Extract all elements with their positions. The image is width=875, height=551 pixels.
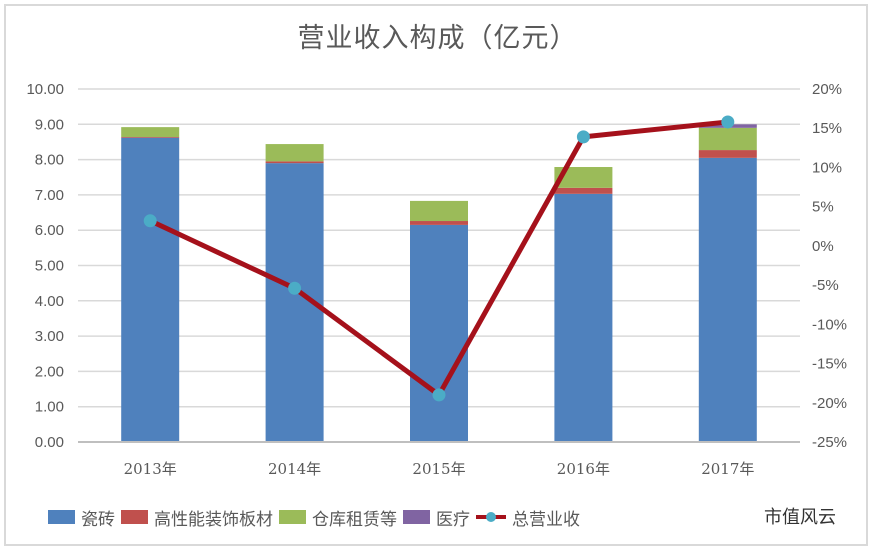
legend: 瓷砖 高性能装饰板材 仓库租赁等 医疗 总营业收 xyxy=(48,505,586,530)
y2-axis-tick: -10% xyxy=(812,316,847,333)
y-axis-tick: 6.00 xyxy=(35,222,64,239)
legend-label: 仓库租赁等 xyxy=(312,509,397,530)
bar-segment[interactable] xyxy=(698,150,757,158)
bar-segment[interactable] xyxy=(410,221,468,225)
bar-segment[interactable] xyxy=(698,127,757,151)
y-axis-tick: 8.00 xyxy=(35,152,64,169)
y-axis-tick: 3.00 xyxy=(35,328,64,345)
legend-item-ceramic-tile[interactable]: 瓷砖 xyxy=(48,505,115,530)
legend-swatch-green-icon xyxy=(279,510,306,524)
growth-marker[interactable] xyxy=(288,281,302,295)
chart-title: 营业收入构成（亿元） xyxy=(297,23,578,54)
growth-marker[interactable] xyxy=(143,214,157,228)
legend-swatch-purple-icon xyxy=(403,510,430,524)
bar-segment[interactable] xyxy=(410,200,468,222)
growth-marker[interactable] xyxy=(432,388,446,402)
growth-marker[interactable] xyxy=(576,130,590,144)
y2-axis-tick: -25% xyxy=(812,434,847,451)
bar-segment[interactable] xyxy=(554,187,613,194)
y-axis-tick: 1.00 xyxy=(35,399,64,416)
legend-item-medical[interactable]: 医疗 xyxy=(403,505,470,530)
bar-segment[interactable] xyxy=(698,157,757,442)
y-axis-tick: 9.00 xyxy=(35,116,64,133)
bar-segment[interactable] xyxy=(265,144,324,162)
y2-axis-tick: 20% xyxy=(812,81,842,98)
x-axis-tick: 2017年 xyxy=(701,460,754,478)
bar-segment[interactable] xyxy=(265,161,324,164)
y-axis-tick: 2.00 xyxy=(35,363,64,380)
y-axis-tick: 5.00 xyxy=(35,258,64,275)
legend-item-revenue-growth[interactable]: 总营业收 xyxy=(476,505,580,530)
x-axis-tick: 2016年 xyxy=(557,460,610,478)
bar-segment[interactable] xyxy=(410,224,468,442)
legend-swatch-blue-icon xyxy=(48,510,75,524)
legend-label: 总营业收 xyxy=(512,509,580,530)
legend-label: 医疗 xyxy=(436,509,470,530)
bar-segment[interactable] xyxy=(554,167,613,188)
x-axis-tick: 2014年 xyxy=(268,460,321,478)
legend-item-decor-panel[interactable]: 高性能装饰板材 xyxy=(121,505,273,530)
y2-axis-tick: 10% xyxy=(812,159,842,176)
y-axis-tick: 4.00 xyxy=(35,293,64,310)
legend-swatch-red-icon xyxy=(121,510,148,524)
y2-axis-tick: -20% xyxy=(812,395,847,412)
legend-label: 瓷砖 xyxy=(81,509,115,530)
legend-label: 高性能装饰板材 xyxy=(154,509,273,530)
y2-axis-tick: 5% xyxy=(812,199,834,216)
legend-line-marker-icon xyxy=(476,510,506,524)
y-axis-tick: 10.00 xyxy=(26,81,64,98)
y-axis-tick: 0.00 xyxy=(35,434,64,451)
bar-segment[interactable] xyxy=(121,127,180,138)
x-axis-tick: 2013年 xyxy=(124,460,177,478)
y2-axis-tick: 15% xyxy=(812,120,842,137)
bar-segment[interactable] xyxy=(121,137,180,443)
x-axis-tick: 2015年 xyxy=(412,460,465,478)
y2-axis-tick: 0% xyxy=(812,238,834,255)
watermark: 市值风云 xyxy=(762,503,838,529)
bar-segment[interactable] xyxy=(121,137,180,138)
bar-segment[interactable] xyxy=(554,193,613,442)
legend-item-warehouse[interactable]: 仓库租赁等 xyxy=(279,505,397,530)
y-axis-tick: 7.00 xyxy=(35,187,64,204)
growth-marker[interactable] xyxy=(721,115,735,129)
y2-axis-tick: -15% xyxy=(812,356,847,373)
y2-axis-tick: -5% xyxy=(812,277,839,294)
